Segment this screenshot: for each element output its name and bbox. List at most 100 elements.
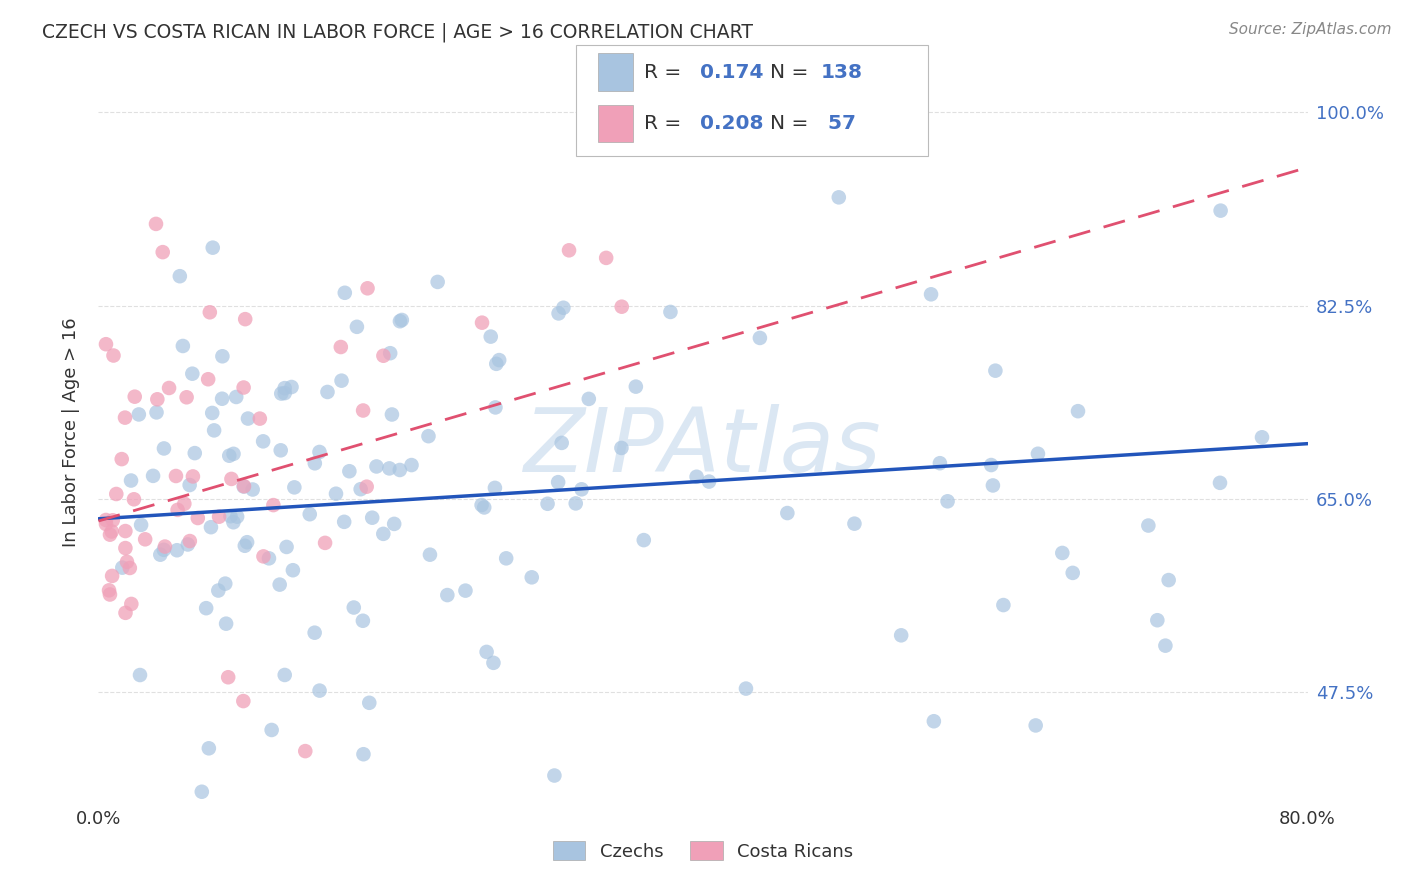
Point [114,541,136,555]
Point [337,464,360,478]
Point [685,469,707,483]
Point [350,482,373,496]
Point [94,337,117,351]
Point [547,475,569,490]
Point [366,459,388,474]
Point [249,411,271,425]
Point [118,561,141,575]
Point [471,498,494,512]
Text: CZECH VS COSTA RICAN IN LABOR FORCE | AGE > 16 CORRELATION CHART: CZECH VS COSTA RICAN IN LABOR FORCE | AG… [42,22,754,42]
Point [495,551,517,566]
Point [294,744,316,758]
Point [401,458,423,472]
Point [226,509,249,524]
Point [274,386,297,401]
Point [361,510,384,524]
Point [208,509,231,524]
Point [98,587,121,601]
Point [543,768,565,782]
Point [484,481,506,495]
Point [1209,475,1232,490]
Point [304,456,326,470]
Point [134,533,156,547]
Point [418,429,440,443]
Point [419,548,441,562]
Point [211,392,233,406]
Point [98,583,121,598]
Point [352,614,374,628]
Point [207,583,229,598]
Point [187,511,209,525]
Point [169,269,191,284]
Point [283,480,305,494]
Point [776,506,799,520]
Point [94,513,117,527]
Point [201,406,224,420]
Point [276,540,298,554]
Point [1209,203,1232,218]
Point [232,694,254,708]
Point [233,539,256,553]
Point [993,598,1015,612]
Point [624,379,647,393]
Point [380,346,402,360]
Point [252,549,274,564]
Point [920,287,942,301]
Point [1025,718,1047,732]
Point [571,483,593,497]
Point [536,497,558,511]
Point [298,507,321,521]
Point [270,443,292,458]
Point [200,520,222,534]
Point [1052,546,1074,560]
Point [100,524,122,539]
Point [479,329,502,343]
Point [153,542,176,557]
Point [166,503,188,517]
Point [181,367,204,381]
Point [578,392,600,406]
Point [314,536,336,550]
Point [269,577,291,591]
Point [520,570,543,584]
Text: N =: N = [770,114,815,133]
Text: N =: N = [770,62,815,82]
Point [308,445,330,459]
Point [735,681,758,696]
Text: R =: R = [644,114,688,133]
Point [146,392,169,407]
Point [94,516,117,531]
Point [333,515,356,529]
Point [120,474,142,488]
Point [558,244,581,258]
Point [222,447,245,461]
Point [382,516,405,531]
Point [142,468,165,483]
Point [454,583,477,598]
Point [233,312,256,326]
Point [1154,639,1177,653]
Point [936,494,959,508]
Text: 57: 57 [821,114,856,133]
Point [145,405,167,419]
Point [122,492,145,507]
Point [595,251,617,265]
Point [177,537,200,551]
Point [222,515,245,529]
Point [114,524,136,538]
Point [152,245,174,260]
Point [114,410,136,425]
Point [191,785,214,799]
Point [343,600,366,615]
Point [359,696,381,710]
Point [111,452,134,467]
Point [308,683,330,698]
Point [211,349,233,363]
Point [346,319,368,334]
Point [120,597,142,611]
Point [114,606,136,620]
Point [1251,430,1274,444]
Point [330,374,353,388]
Point [1157,573,1180,587]
Point [304,625,326,640]
